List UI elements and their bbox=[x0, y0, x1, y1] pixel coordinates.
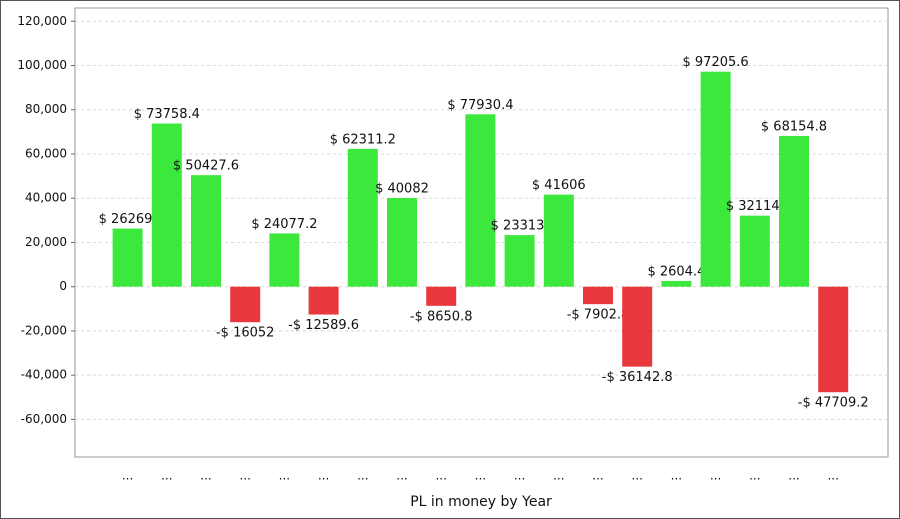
bar bbox=[465, 114, 496, 287]
value-label: -$ 47709.2 bbox=[798, 396, 869, 411]
bar bbox=[191, 175, 221, 287]
value-label: $ 24077.2 bbox=[251, 217, 317, 232]
value-label: -$ 8650.8 bbox=[410, 309, 473, 324]
y-tick-label: 80,000 bbox=[25, 102, 67, 116]
y-tick-label: 60,000 bbox=[25, 146, 67, 160]
y-tick-label: 120,000 bbox=[17, 14, 67, 28]
x-tick-label: ... bbox=[200, 469, 211, 483]
x-tick-label: ... bbox=[749, 469, 760, 483]
bar bbox=[426, 286, 457, 306]
x-tick-label: ... bbox=[553, 469, 564, 483]
x-tick-label: ... bbox=[475, 469, 486, 483]
value-label: -$ 36142.8 bbox=[602, 370, 673, 385]
x-axis-title: PL in money by Year bbox=[410, 494, 552, 510]
x-tick-label: ... bbox=[671, 469, 682, 483]
bar bbox=[661, 280, 692, 287]
bar bbox=[504, 235, 535, 287]
value-label: -$ 12589.6 bbox=[288, 318, 359, 333]
bar bbox=[347, 148, 378, 287]
bar bbox=[739, 215, 770, 287]
value-label: -$ 16052 bbox=[216, 326, 274, 341]
value-label: $ 26269. bbox=[99, 212, 157, 227]
value-label: $ 23313. bbox=[491, 219, 549, 234]
bar bbox=[230, 286, 261, 323]
value-label: $ 50427.6 bbox=[173, 159, 239, 174]
x-tick-label: ... bbox=[122, 469, 133, 483]
value-label: $ 41606 bbox=[532, 178, 586, 193]
x-tick-label: ... bbox=[161, 469, 172, 483]
x-tick-label: ... bbox=[239, 469, 250, 483]
bar bbox=[543, 194, 574, 287]
x-tick-label: ... bbox=[514, 469, 525, 483]
bar bbox=[622, 286, 653, 367]
value-label: $ 62311.2 bbox=[330, 132, 396, 147]
x-tick-label: ... bbox=[710, 469, 721, 483]
value-label: $ 73758.4 bbox=[134, 107, 200, 122]
x-tick-label: ... bbox=[827, 469, 838, 483]
value-label: $ 97205.6 bbox=[683, 55, 749, 70]
value-label: $ 40082 bbox=[375, 182, 429, 197]
x-tick-label: ... bbox=[592, 469, 603, 483]
bar bbox=[779, 135, 809, 287]
x-tick-label: ... bbox=[435, 469, 446, 483]
value-label: -$ 7902.8 bbox=[567, 308, 630, 323]
bar bbox=[269, 233, 300, 287]
value-label: $ 2604.4 bbox=[647, 264, 705, 279]
bar bbox=[387, 198, 417, 287]
y-tick-label: -20,000 bbox=[21, 323, 67, 337]
y-tick-label: -40,000 bbox=[21, 368, 67, 382]
bar bbox=[583, 286, 613, 305]
value-label: $ 68154.8 bbox=[761, 119, 827, 134]
bar bbox=[151, 123, 182, 287]
y-tick-label: 100,000 bbox=[17, 58, 67, 72]
value-label: $ 32114. bbox=[726, 199, 784, 214]
x-tick-label: ... bbox=[396, 469, 407, 483]
bar bbox=[308, 286, 339, 315]
bar bbox=[700, 71, 731, 287]
y-tick-label: -60,000 bbox=[21, 412, 67, 426]
y-tick-label: 0 bbox=[59, 279, 67, 293]
x-tick-label: ... bbox=[631, 469, 642, 483]
y-tick-label: 40,000 bbox=[25, 191, 67, 205]
x-tick-label: ... bbox=[279, 469, 290, 483]
bar bbox=[112, 228, 143, 287]
x-tick-label: ... bbox=[788, 469, 799, 483]
x-tick-label: ... bbox=[357, 469, 368, 483]
bar bbox=[818, 286, 849, 393]
y-tick-label: 20,000 bbox=[25, 235, 67, 249]
x-tick-label: ... bbox=[318, 469, 329, 483]
value-label: $ 77930.4 bbox=[447, 98, 513, 113]
